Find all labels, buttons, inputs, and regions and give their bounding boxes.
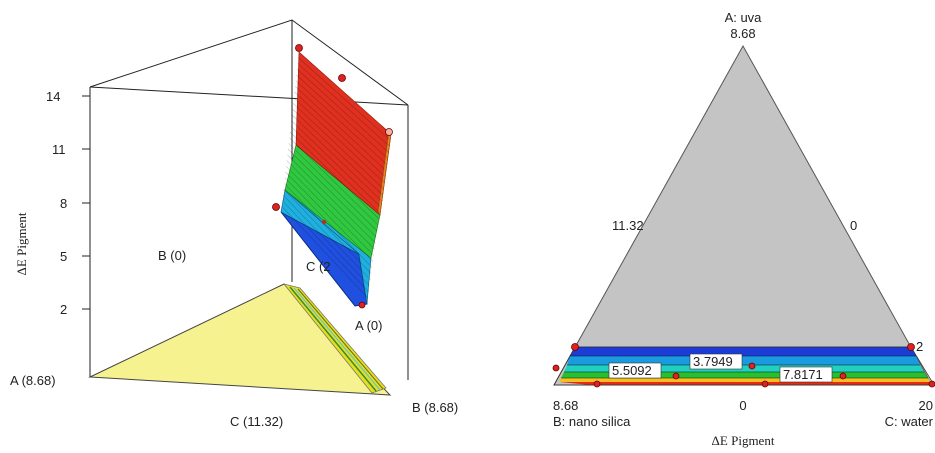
contour-label-box: [779, 366, 833, 383]
surface-mesh-line: [282, 194, 370, 286]
edge-label-bottom: 0: [739, 398, 746, 413]
edge-label-left: 11.32: [612, 218, 644, 233]
surface-mesh-line: [282, 200, 369, 293]
design-point: [672, 372, 680, 380]
vertex-right-name: C: water: [885, 414, 934, 429]
contour-label: 7.8171: [783, 367, 823, 382]
axis-label-b-high: B (8.68): [412, 400, 458, 415]
design-point: [593, 380, 601, 388]
surface-grid: [281, 57, 391, 299]
axis-label-c-partial: C (2: [306, 259, 331, 274]
design-point: [295, 44, 303, 52]
axis-label-a-high: A (8.68): [10, 373, 56, 388]
z-tick-label: 5: [60, 249, 67, 264]
z-tick-label: 11: [52, 142, 66, 157]
contour-band-5: [559, 378, 931, 382]
design-point: [358, 301, 366, 309]
surface-mesh-line: [291, 114, 382, 202]
contour-label: 3.7949: [693, 354, 733, 369]
surface-mesh-line: [283, 183, 372, 274]
surface-mesh-line: [290, 126, 381, 214]
z-tick-label: 14: [46, 89, 60, 104]
floor-contour-line: [297, 288, 384, 390]
surface-mesh-line: [288, 143, 378, 232]
surface-mesh-line: [285, 166, 375, 256]
surface-mesh-line: [294, 86, 387, 171]
surface-mesh-line: [289, 137, 379, 226]
edge-label-right-corner: 2: [916, 339, 923, 354]
surface-mesh-line: [291, 120, 381, 208]
contour-label: 5.5092: [612, 363, 652, 378]
axis-label-c-high: C (11.32): [230, 414, 283, 429]
design-point: [321, 219, 327, 225]
vertex-top-name: A: uva: [725, 10, 763, 25]
contour-label-box: [689, 353, 743, 370]
surface-mesh-line: [293, 97, 385, 183]
design-point: [385, 128, 393, 136]
design-point: [338, 74, 346, 82]
z-axis-label: ΔE Pigment: [14, 212, 29, 275]
surface-mesh-line: [281, 206, 369, 299]
design-point: [571, 343, 579, 351]
z-tick-label: 2: [60, 302, 67, 317]
surface-mesh-line: [293, 103, 384, 189]
contour-label-box: [608, 362, 662, 379]
surface-mesh-line: [292, 108, 383, 195]
design-point: [272, 203, 280, 211]
contour-band-1: [570, 347, 916, 356]
design-point: [928, 380, 935, 388]
design-point: [907, 343, 915, 351]
edge-label-right: 0: [850, 218, 857, 233]
design-point: [761, 380, 769, 388]
surface-mesh-line: [285, 171, 374, 262]
z-axis-ticks: [82, 95, 90, 310]
ternary-title: ΔE Pigment: [712, 433, 775, 448]
ternary-triangle: [553, 44, 933, 386]
contour-band-6: [554, 382, 934, 385]
surface-mesh-line: [284, 177, 373, 268]
surface-mesh-line: [287, 148, 377, 238]
axis-label-a-low: A (0): [355, 318, 382, 333]
base-triangle: [88, 283, 392, 396]
vertex-left-name: B: nano silica: [553, 414, 631, 429]
surface-plot-3d: 14 11 8 5 2 ΔE Pigment B (0) A (8.68) C …: [10, 19, 458, 429]
z-tick-label: 8: [60, 196, 67, 211]
surface-mesh-line: [286, 160, 375, 250]
vertex-top-value: 8.68: [730, 26, 755, 41]
surface-mesh-line: [283, 188, 371, 280]
surface-mesh-line: [297, 63, 390, 147]
surface-mesh-line: [296, 74, 388, 159]
axis-label-b-low: B (0): [158, 248, 186, 263]
surface-mesh-line: [296, 68, 389, 153]
floor-contour-line: [293, 287, 381, 391]
surface-mesh-line: [295, 80, 387, 165]
surface-mesh-line: [298, 57, 391, 141]
surface-mesh-line: [287, 154, 376, 244]
vertex-right-value: 20: [919, 398, 933, 413]
vertex-left-value: 8.68: [553, 398, 578, 413]
design-point: [839, 372, 847, 380]
ternary-contour-plot: 3.7949 5.5092 7.8171 A: uva 8.68 8.68 B:…: [552, 10, 935, 448]
design-point: [748, 362, 756, 370]
design-point: [552, 364, 560, 372]
surface-mesh-line: [294, 91, 386, 177]
floor-contour-line: [289, 286, 377, 392]
surface-mesh-line: [289, 131, 380, 220]
